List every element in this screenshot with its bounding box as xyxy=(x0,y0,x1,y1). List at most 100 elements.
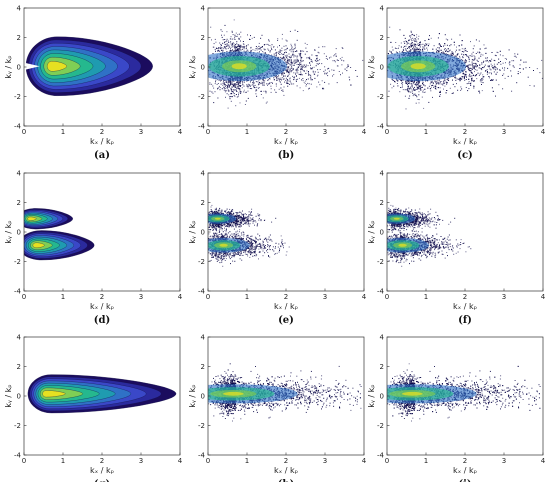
panel-i-ytick-label: 2 xyxy=(380,363,384,371)
panel-f-plot-area xyxy=(387,204,472,267)
panel-g-xtick-label: 0 xyxy=(22,457,26,465)
panel-f-xtick-label: 1 xyxy=(424,293,428,301)
panel-h-xtick-label: 0 xyxy=(206,457,210,465)
panel-e-ytick-label: 4 xyxy=(201,170,206,178)
panel-i-density-core-0-3 xyxy=(402,391,423,396)
panel-d-plot-area xyxy=(24,208,95,261)
panel-c-xtick-label: 4 xyxy=(541,128,546,136)
panel-h-caption: (h) xyxy=(278,479,295,482)
panel-d-contour-level-1-7 xyxy=(32,242,45,248)
panel-i-xtick-label: 1 xyxy=(424,457,428,465)
panel-f-ytick-label: 2 xyxy=(380,199,384,207)
panel-a-ylabel: kᵧ / kₚ xyxy=(4,55,13,78)
panel-i-plot-area xyxy=(387,363,541,422)
panel-a-ytick-label: -2 xyxy=(14,93,21,101)
panel-e-xtick-label: 3 xyxy=(323,293,327,301)
panel-e-xlabel: kₓ / kₚ xyxy=(274,302,298,311)
panel-f-density-core-1-3 xyxy=(398,243,407,247)
panel-e-ytick-label: -4 xyxy=(198,288,206,296)
panel-i-ytick-label: 4 xyxy=(380,334,385,342)
panel-a-xtick-label: 4 xyxy=(178,128,183,136)
panel-c-xtick-label: 0 xyxy=(385,128,389,136)
panel-g-ytick-label: 2 xyxy=(17,363,21,371)
panel-f-xtick-label: 2 xyxy=(463,293,467,301)
panel-d-ylabel: kᵧ / kₚ xyxy=(4,220,13,243)
panel-f-xtick-label: 3 xyxy=(502,293,506,301)
panel-b-xtick-label: 2 xyxy=(284,128,288,136)
panel-b-xtick-label: 4 xyxy=(362,128,367,136)
panel-c-xtick-label: 3 xyxy=(502,128,506,136)
panel-a: 0 1 2 3 4 4 2 0 -2 -4 kₓ / kₚ kᵧ / kₚ (a) xyxy=(4,5,183,162)
panel-g-contour-level-0-7 xyxy=(42,390,66,398)
panel-f-ytick-label: 4 xyxy=(380,170,385,178)
panel-g-xlabel: kₓ / kₚ xyxy=(90,466,114,475)
panel-d-ytick-label: 4 xyxy=(17,170,22,178)
panel-d-xtick-label: 1 xyxy=(61,293,65,301)
panel-e-ytick-label: -2 xyxy=(198,258,205,266)
panel-g-ytick-label: -2 xyxy=(14,422,21,430)
panel-e-ytick-label: 0 xyxy=(201,229,205,237)
panel-a-xlabel: kₓ / kₚ xyxy=(90,137,114,146)
panel-h-xtick-label: 3 xyxy=(323,457,327,465)
panel-g: 0 1 2 3 4 4 2 0 -2 -4 kₓ / kₚ kᵧ / kₚ (g) xyxy=(4,334,183,482)
panel-g-ytick-label: 0 xyxy=(17,393,21,401)
panel-e: 0 1 2 3 4 4 2 0 -2 -4 kₓ / kₚ kᵧ / kₚ (e) xyxy=(188,170,367,327)
panel-f-xtick-label: 0 xyxy=(385,293,389,301)
panel-h-ytick-label: -4 xyxy=(198,452,206,460)
panel-f-xlabel: kₓ / kₚ xyxy=(453,302,477,311)
panel-f-ylabel: kᵧ / kₚ xyxy=(367,220,376,243)
panel-d: 0 1 2 3 4 4 2 0 -2 -4 kₓ / kₚ kᵧ / kₚ (d) xyxy=(4,170,183,327)
panel-d-xtick-label: 2 xyxy=(100,293,104,301)
panel-c: 0 1 2 3 4 4 2 0 -2 -4 kₓ / kₚ kᵧ / kₚ (c) xyxy=(367,5,546,162)
panel-g-xtick-label: 3 xyxy=(139,457,143,465)
panel-h-xtick-label: 2 xyxy=(284,457,288,465)
panel-f-xtick-label: 4 xyxy=(541,293,546,301)
panel-f-ytick-label: -4 xyxy=(377,288,385,296)
panel-f-caption: (f) xyxy=(458,315,472,326)
panel-a-caption: (a) xyxy=(94,150,110,161)
panel-f-ytick-label: -2 xyxy=(377,258,384,266)
panel-g-xtick-label: 4 xyxy=(178,457,183,465)
panel-a-plot-area xyxy=(24,36,153,96)
panel-d-contour-level-0-7 xyxy=(27,216,37,221)
panel-g-xtick-label: 2 xyxy=(100,457,104,465)
panel-g-plot-area xyxy=(27,374,177,414)
panel-h: 0 1 2 3 4 4 2 0 -2 -4 kₓ / kₚ kᵧ / kₚ (h) xyxy=(188,334,367,482)
panel-d-xtick-label: 0 xyxy=(22,293,26,301)
panel-a-contour-level-0-7 xyxy=(47,61,67,72)
panel-b-ytick-label: 0 xyxy=(201,64,205,72)
panel-i-caption: (i) xyxy=(458,479,471,482)
panel-h-ytick-label: -2 xyxy=(198,422,205,430)
panel-d-ytick-label: 2 xyxy=(17,199,21,207)
panel-f-density-core-0-3 xyxy=(393,217,400,220)
panel-g-ytick-label: -4 xyxy=(14,452,22,460)
panel-b-ylabel: kᵧ / kₚ xyxy=(188,55,197,78)
panel-i-xtick-label: 4 xyxy=(541,457,546,465)
panel-c-caption: (c) xyxy=(457,150,473,161)
panel-f: 0 1 2 3 4 4 2 0 -2 -4 kₓ / kₚ kᵧ / kₚ (f) xyxy=(367,170,546,327)
panel-b-ytick-label: 4 xyxy=(201,5,206,13)
panel-f-ytick-label: 0 xyxy=(380,229,384,237)
panel-b-xlabel: kₓ / kₚ xyxy=(274,137,298,146)
panel-c-ytick-label: 4 xyxy=(380,5,385,13)
panel-e-xtick-label: 4 xyxy=(362,293,367,301)
panel-c-ylabel: kᵧ / kₚ xyxy=(367,55,376,78)
panel-c-density-core-0-3 xyxy=(410,63,426,70)
panel-g-caption: (g) xyxy=(94,479,110,482)
panel-h-ytick-label: 2 xyxy=(201,363,205,371)
panel-b-xtick-label: 1 xyxy=(245,128,249,136)
panel-b-ytick-label: 2 xyxy=(201,34,205,42)
panel-i-ytick-label: -2 xyxy=(377,422,384,430)
panel-h-xlabel: kₓ / kₚ xyxy=(274,466,298,475)
panel-c-ytick-label: 2 xyxy=(380,34,384,42)
panel-c-ytick-label: -2 xyxy=(377,93,384,101)
panel-h-xtick-label: 4 xyxy=(362,457,367,465)
panel-a-xtick-label: 0 xyxy=(22,128,26,136)
panel-c-ytick-label: -4 xyxy=(377,123,385,131)
panel-c-xtick-label: 1 xyxy=(424,128,428,136)
panel-d-ytick-label: -2 xyxy=(14,258,21,266)
panel-e-xtick-label: 2 xyxy=(284,293,288,301)
panel-d-xlabel: kₓ / kₚ xyxy=(90,302,114,311)
panel-a-ytick-label: 2 xyxy=(17,34,21,42)
